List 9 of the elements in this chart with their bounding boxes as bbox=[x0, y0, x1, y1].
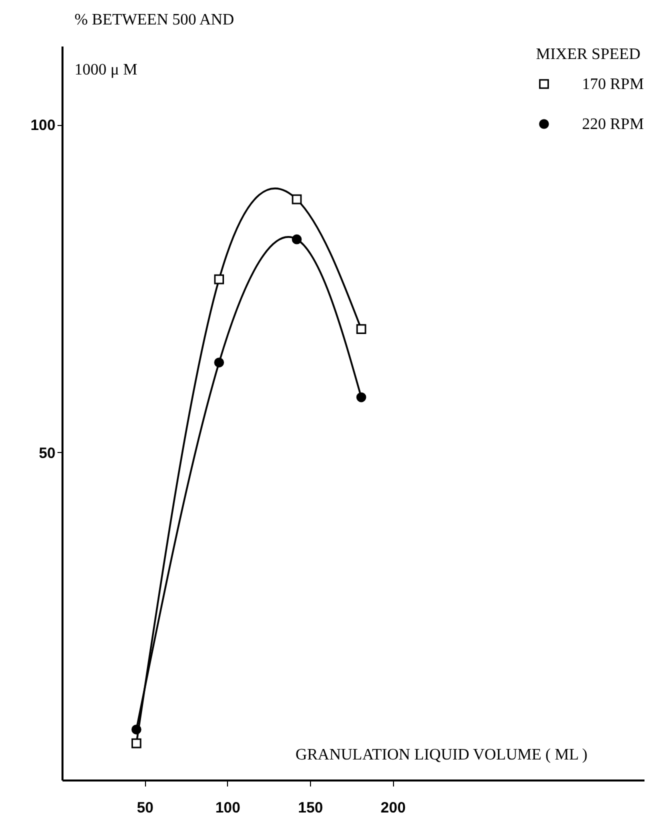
x-tick-label: 200 bbox=[380, 800, 406, 816]
legend-title: MIXER SPEED bbox=[536, 46, 640, 63]
x-tick-label: 50 bbox=[136, 800, 154, 816]
x-axis-title: GRANULATION LIQUID VOLUME ( ML ) bbox=[296, 746, 588, 764]
x-tick-label: 150 bbox=[298, 800, 324, 816]
legend-label: 170 RPM bbox=[582, 76, 644, 93]
text: % BETWEEN 500 AND 1000 μ M bbox=[74, 12, 234, 78]
x-tick-label: 100 bbox=[215, 800, 240, 816]
legend-label: 220 RPM bbox=[582, 116, 644, 133]
